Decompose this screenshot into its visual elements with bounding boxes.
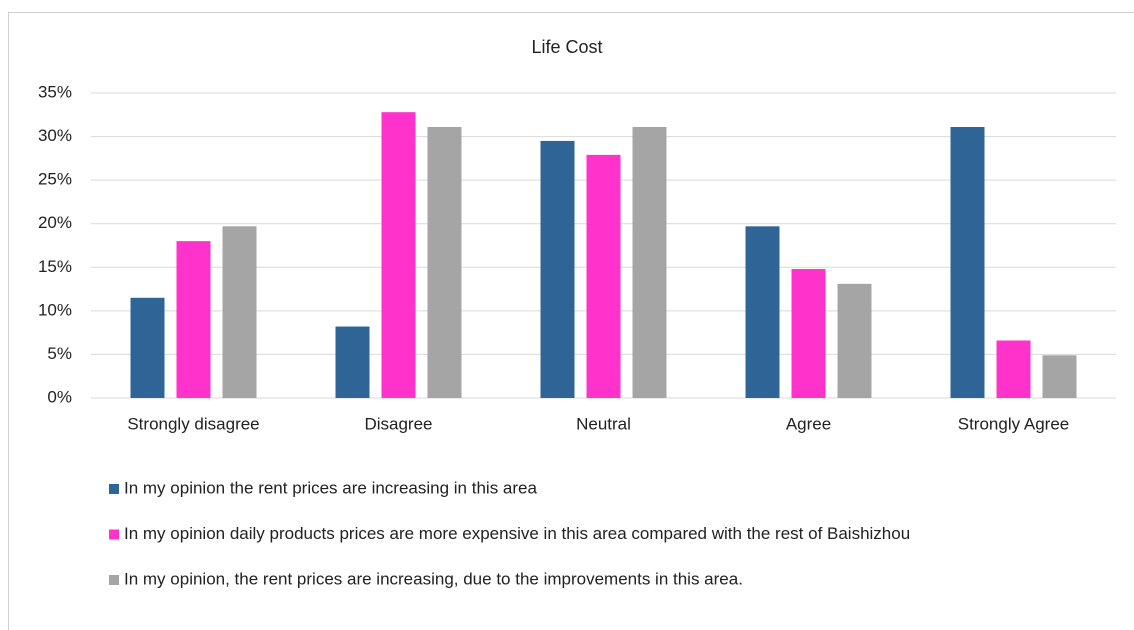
legend-swatch — [109, 575, 119, 585]
y-tick-label: 15% — [38, 257, 72, 276]
bar — [586, 154, 621, 398]
y-tick-label: 30% — [38, 126, 72, 145]
legend-label: In my opinion daily products prices are … — [124, 524, 910, 543]
bar — [130, 297, 165, 398]
bar — [745, 226, 780, 398]
x-tick-label: Disagree — [364, 414, 432, 433]
y-tick-label: 5% — [47, 344, 72, 363]
bar — [381, 112, 416, 399]
bar — [791, 269, 826, 398]
y-tick-label: 20% — [38, 213, 72, 232]
legend-swatch — [109, 529, 119, 540]
bar — [837, 283, 872, 398]
x-tick-label: Neutral — [576, 414, 631, 433]
x-tick-label: Strongly disagree — [127, 414, 259, 433]
bar — [427, 126, 462, 398]
legend-swatch — [109, 484, 119, 494]
y-tick-label: 10% — [38, 300, 72, 319]
legend-label: In my opinion, the rent prices are incre… — [124, 569, 743, 588]
y-tick-label: 25% — [38, 170, 72, 189]
x-tick-label: Strongly Agree — [958, 414, 1070, 433]
y-tick-label: 0% — [47, 387, 72, 406]
bar — [950, 126, 985, 398]
bar — [176, 241, 211, 398]
chart-title: Life Cost — [531, 37, 602, 57]
bar — [335, 326, 370, 398]
bar — [540, 140, 575, 398]
legend-label: In my opinion the rent prices are increa… — [124, 478, 537, 497]
bar — [222, 226, 257, 398]
bar — [996, 340, 1031, 398]
bar — [1042, 355, 1077, 398]
bar — [632, 126, 667, 398]
x-tick-label: Agree — [786, 414, 831, 433]
y-tick-label: 35% — [38, 82, 72, 101]
